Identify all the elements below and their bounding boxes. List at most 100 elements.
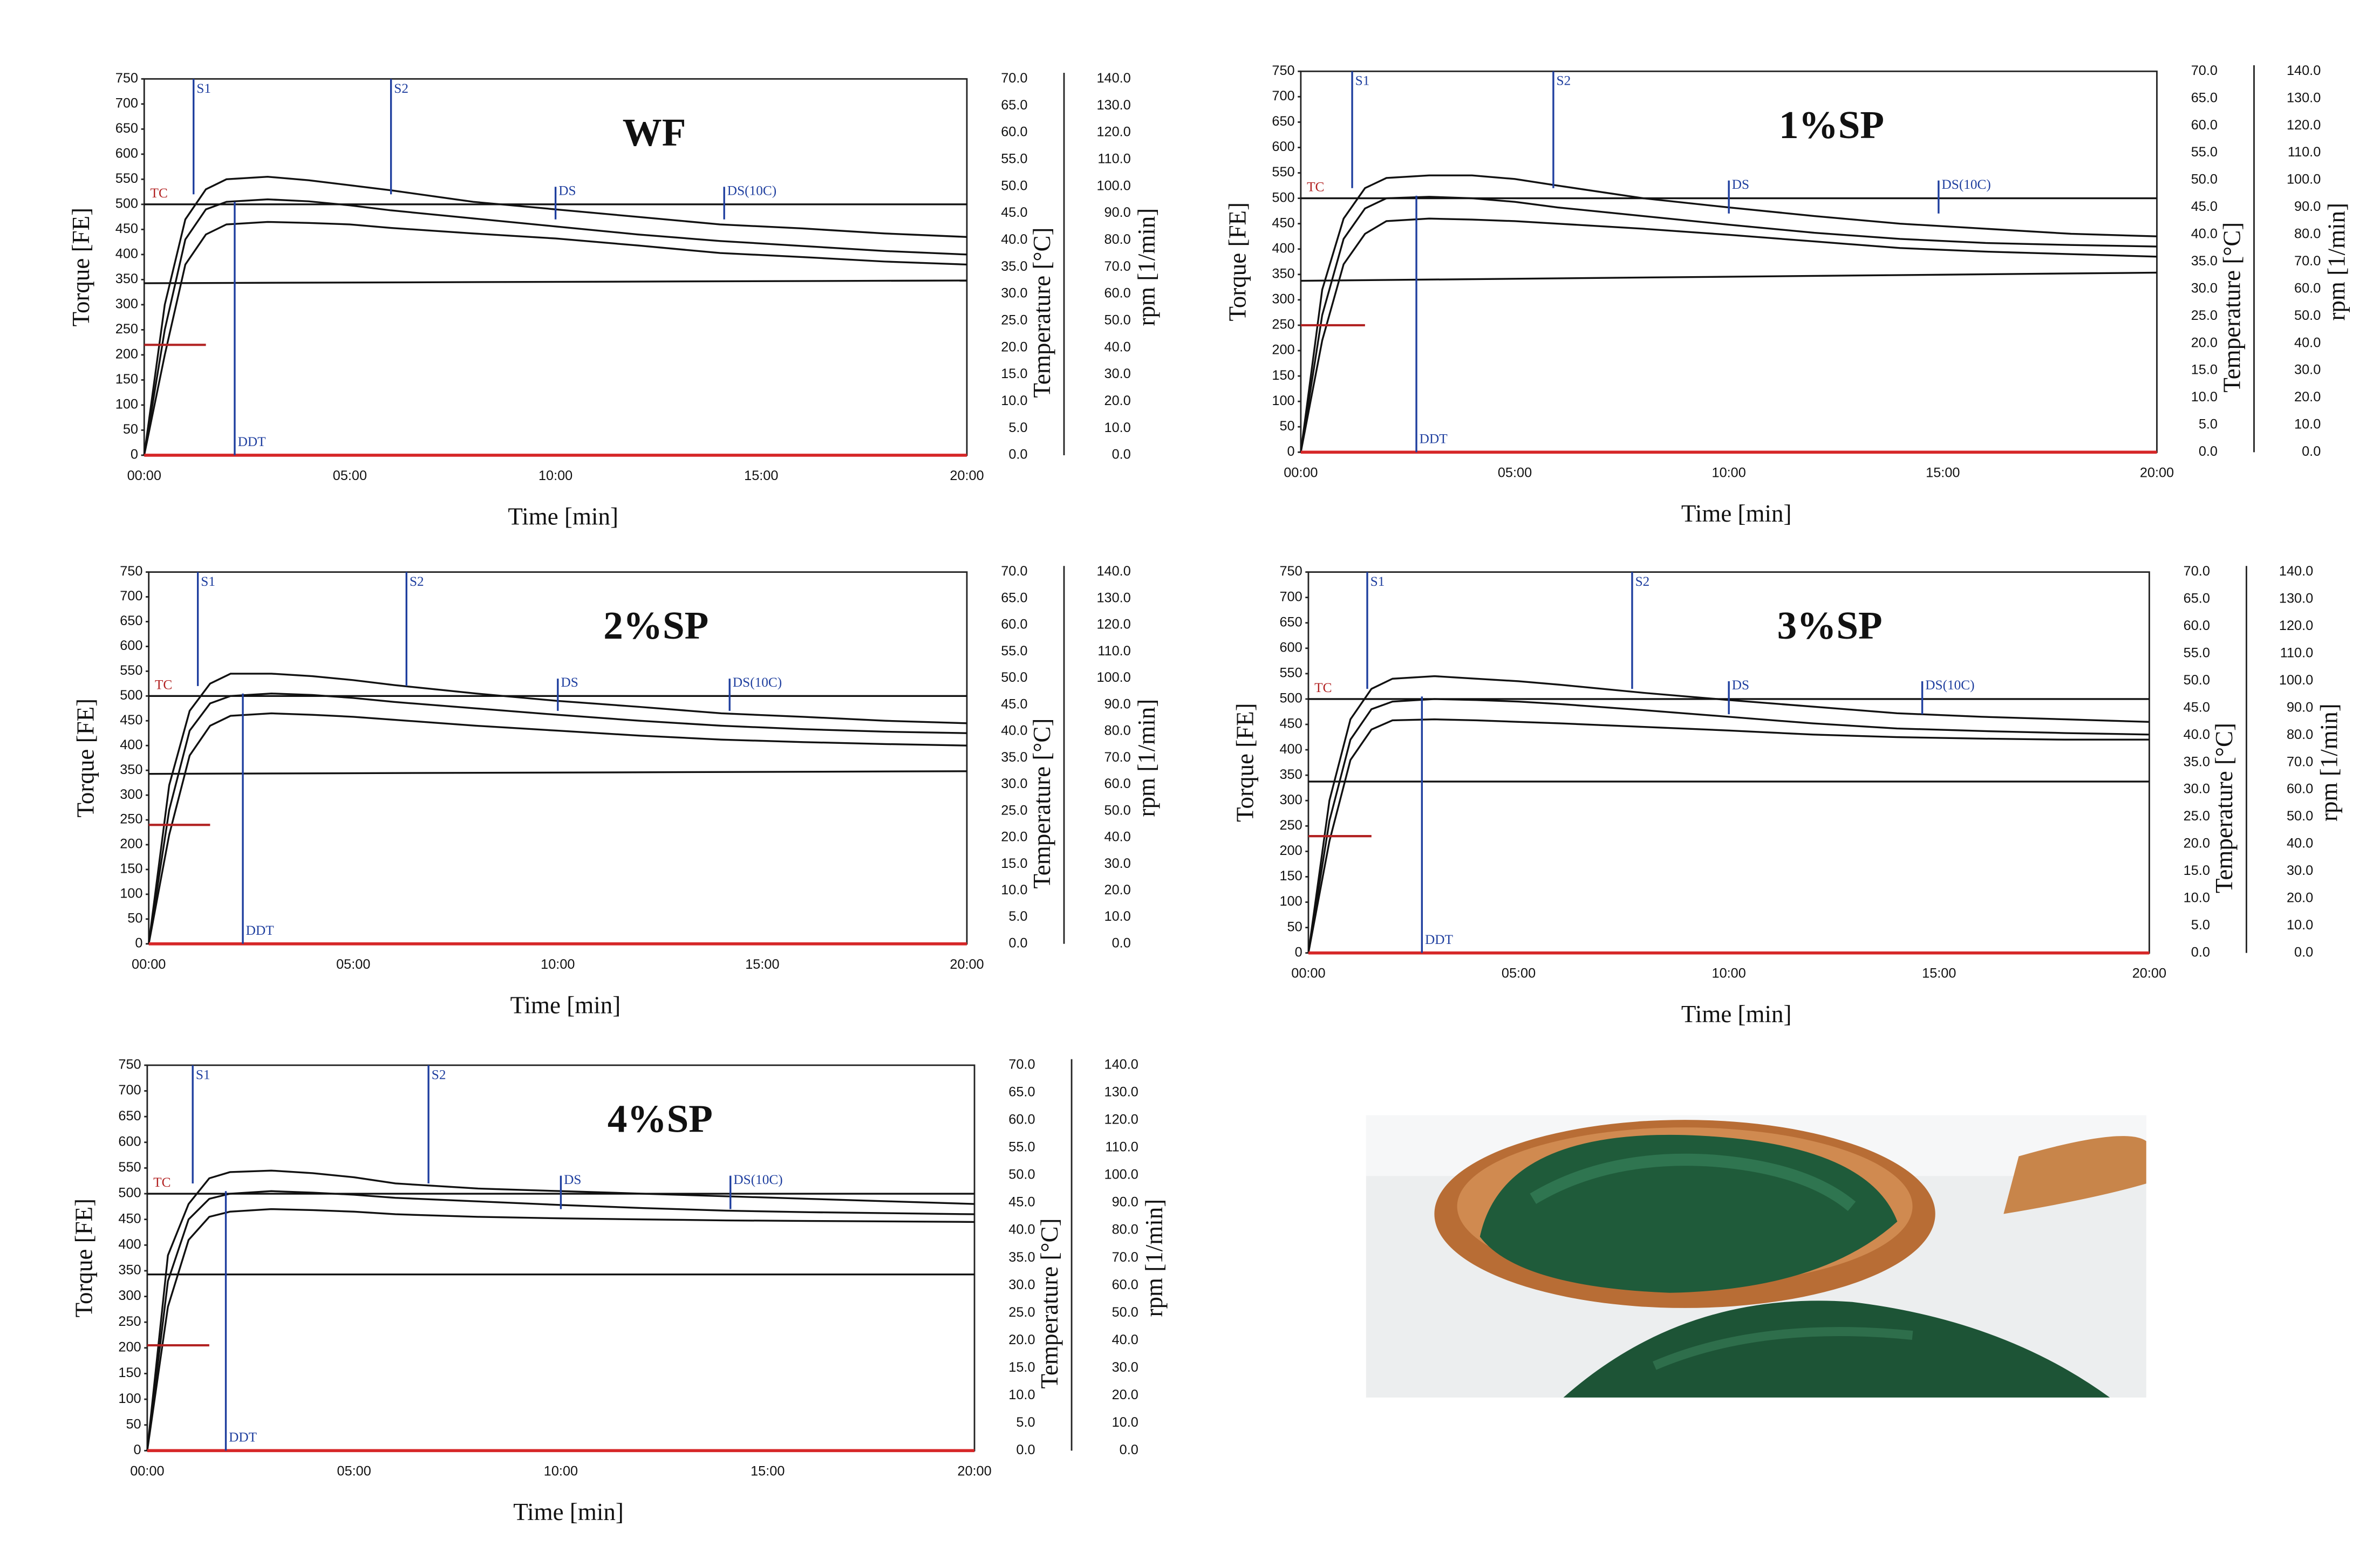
y-tick-label: 750 xyxy=(1272,63,1294,78)
annotation-label: TC xyxy=(151,186,168,201)
y3-tick-label: 140.0 xyxy=(1096,564,1130,579)
y3-tick-label: 120.0 xyxy=(2287,118,2321,133)
y2-tick-label: 40.0 xyxy=(1001,723,1027,738)
y-tick-label: 550 xyxy=(1272,165,1294,180)
y-tick-label: 200 xyxy=(1279,843,1302,858)
y-tick-label: 450 xyxy=(1272,215,1294,230)
y2-tick-label: 5.0 xyxy=(2191,918,2210,933)
x-axis-label: Time [min] xyxy=(510,991,621,1018)
y-tick-label: 350 xyxy=(120,762,142,777)
y2-tick-label: 5.0 xyxy=(2199,417,2218,432)
y-tick-label: 150 xyxy=(1272,368,1294,383)
y2-tick-label: 55.0 xyxy=(1001,644,1027,659)
y2-tick-label: 35.0 xyxy=(1008,1250,1035,1265)
y2-tick-label: 35.0 xyxy=(2184,754,2210,769)
y2-tick-label: 10.0 xyxy=(1001,393,1027,408)
y3-tick-label: 120.0 xyxy=(2279,618,2313,633)
x-tick-label: 00:00 xyxy=(132,957,166,972)
y-tick-label: 450 xyxy=(1279,716,1302,731)
y3-axis-label: rpm [1/min] xyxy=(2315,703,2342,822)
annotation-label: DDT xyxy=(229,1430,257,1445)
y-tick-label: 50 xyxy=(1287,919,1302,934)
y2-axis-label: Temperature [°C] xyxy=(1028,718,1055,889)
y3-tick-label: 10.0 xyxy=(2287,918,2313,933)
y-tick-label: 100 xyxy=(118,1391,141,1406)
annotation-label: DS xyxy=(1732,177,1749,192)
y3-tick-label: 10.0 xyxy=(1104,909,1131,924)
annotation-label: TC xyxy=(1307,180,1324,195)
y-tick-label: 350 xyxy=(1272,266,1294,281)
x-tick-label: 15:00 xyxy=(751,1463,785,1478)
y-tick-label: 200 xyxy=(118,1340,141,1355)
series-line xyxy=(1307,698,2150,953)
series-line xyxy=(1300,196,2157,453)
y3-tick-label: 20.0 xyxy=(2294,389,2321,405)
y3-tick-label: 130.0 xyxy=(1104,1085,1138,1100)
y3-tick-label: 60.0 xyxy=(1112,1277,1138,1292)
x-tick-label: 00:00 xyxy=(1291,966,1325,981)
series-line xyxy=(148,712,967,944)
y3-tick-label: 120.0 xyxy=(1096,617,1130,632)
y-axis-label: Torque [FE] xyxy=(71,1199,98,1318)
y3-tick-label: 70.0 xyxy=(1104,259,1131,274)
y-axis-label: Torque [FE] xyxy=(1232,703,1259,822)
y2-tick-label: 25.0 xyxy=(1001,312,1027,327)
annotation-label: S2 xyxy=(394,81,408,96)
y-tick-label: 650 xyxy=(115,121,138,136)
x-tick-label: 10:00 xyxy=(1712,966,1746,981)
y-tick-label: 400 xyxy=(115,247,138,262)
y3-tick-label: 110.0 xyxy=(2280,646,2313,661)
y3-tick-label: 40.0 xyxy=(1104,339,1131,354)
y3-tick-label: 60.0 xyxy=(2287,782,2313,797)
y-tick-label: 300 xyxy=(1272,292,1294,307)
series-line xyxy=(146,1190,975,1451)
series-line xyxy=(1307,718,2150,953)
y-tick-label: 350 xyxy=(118,1263,141,1278)
y-tick-label: 500 xyxy=(115,196,138,211)
x-tick-label: 15:00 xyxy=(1922,966,1956,981)
y2-tick-label: 70.0 xyxy=(1008,1057,1035,1072)
y-tick-label: 550 xyxy=(115,171,138,186)
y2-tick-label: 40.0 xyxy=(1001,232,1027,247)
y3-tick-label: 0.0 xyxy=(1112,447,1131,462)
y3-tick-label: 100.0 xyxy=(2279,673,2313,688)
y-tick-label: 350 xyxy=(1279,767,1302,782)
x-tick-label: 05:00 xyxy=(1502,966,1536,981)
y-tick-label: 750 xyxy=(120,564,142,579)
x-tick-label: 00:00 xyxy=(127,468,161,483)
series-line xyxy=(1300,217,2157,453)
y2-tick-label: 20.0 xyxy=(1008,1332,1035,1347)
y2-tick-label: 50.0 xyxy=(1001,670,1027,685)
y3-tick-label: 110.0 xyxy=(1105,1140,1138,1155)
y-tick-label: 0 xyxy=(1287,444,1295,459)
y3-tick-label: 0.0 xyxy=(2302,444,2321,459)
y-tick-label: 500 xyxy=(1279,691,1302,706)
y3-tick-label: 110.0 xyxy=(1097,151,1130,166)
y-tick-label: 250 xyxy=(1272,317,1294,332)
chart-panel: 0 50 100 150 200 250 300 350 400 450 500 550 600 650 7… xyxy=(67,71,1160,530)
y2-tick-label: 65.0 xyxy=(1001,98,1027,113)
chart-title: 1%SP xyxy=(1779,103,1884,147)
y2-tick-label: 45.0 xyxy=(1001,205,1027,220)
series-line xyxy=(1300,271,2157,282)
y-axis-label: Torque [FE] xyxy=(67,208,94,327)
y2-tick-label: 70.0 xyxy=(1001,564,1027,579)
y2-tick-label: 20.0 xyxy=(1001,830,1027,845)
y-tick-label: 100 xyxy=(120,886,142,901)
y3-tick-label: 40.0 xyxy=(1112,1332,1138,1347)
y2-tick-label: 65.0 xyxy=(2191,90,2218,105)
y-axis-label: Torque [FE] xyxy=(72,699,99,818)
chart-title: 3%SP xyxy=(1777,604,1883,647)
y2-tick-label: 10.0 xyxy=(2184,890,2210,905)
y-tick-label: 400 xyxy=(118,1237,141,1252)
y2-tick-label: 0.0 xyxy=(2191,944,2210,960)
y2-tick-label: 20.0 xyxy=(2184,836,2210,851)
chart-title: 2%SP xyxy=(603,604,708,647)
annotation-label: S2 xyxy=(410,574,424,589)
annotation-label: TC xyxy=(155,677,172,693)
y3-tick-label: 0.0 xyxy=(2294,944,2313,960)
y2-tick-label: 15.0 xyxy=(1008,1360,1035,1375)
series-line xyxy=(143,198,967,456)
y2-axis-label: Temperature [°C] xyxy=(2211,723,2238,893)
